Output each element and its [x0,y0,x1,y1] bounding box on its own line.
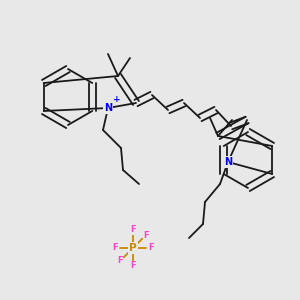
Text: N: N [104,103,112,113]
Text: +: + [113,94,121,103]
Text: F: F [130,262,136,271]
Text: F: F [148,244,154,253]
Text: F: F [143,230,149,239]
Text: F: F [112,244,118,253]
Text: F: F [117,256,123,266]
Text: N: N [224,157,232,167]
Text: P: P [129,243,137,253]
Text: F: F [130,226,136,235]
